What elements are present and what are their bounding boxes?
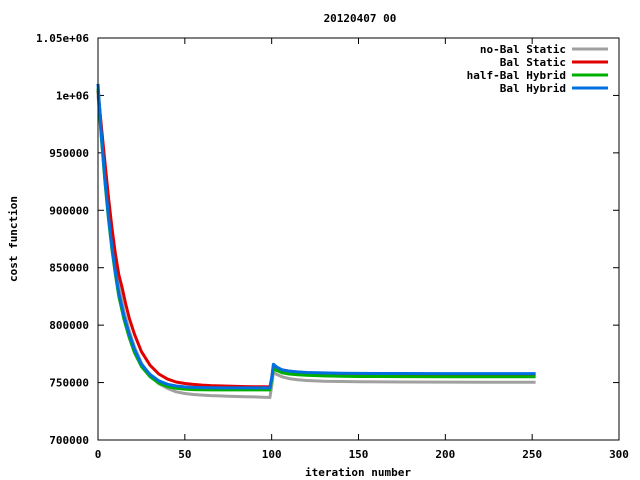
- y-tick-label: 900000: [49, 204, 89, 217]
- legend-label: half-Bal Hybrid: [467, 69, 566, 82]
- y-tick-label: 1.05e+06: [36, 32, 89, 45]
- y-tick-label: 850000: [49, 262, 89, 275]
- axis-tick-labels: 0 50 100 150 200 250 300 700000 750000 800000 8500…: [36, 32, 629, 461]
- y-tick-label: 700000: [49, 434, 89, 447]
- y-tick-label: 1e+06: [56, 89, 89, 102]
- legend-label: Bal Static: [500, 56, 566, 69]
- x-tick-label: 0: [95, 448, 102, 461]
- x-tick-label: 200: [435, 448, 455, 461]
- legend-label: no-Bal Static: [480, 43, 566, 56]
- y-tick-label: 950000: [49, 147, 89, 160]
- y-axis-label: cost function: [7, 196, 20, 282]
- x-axis-label: iteration number: [305, 466, 411, 479]
- x-tick-label: 150: [349, 448, 369, 461]
- chart-title: 20120407 00: [324, 12, 397, 25]
- series-lines: [96, 83, 536, 399]
- y-tick-label: 800000: [49, 319, 89, 332]
- y-tick-label: 750000: [49, 377, 89, 390]
- x-tick-label: 100: [262, 448, 282, 461]
- x-tick-label: 300: [609, 448, 629, 461]
- series-line-3: [96, 83, 536, 390]
- x-tick-label: 50: [178, 448, 191, 461]
- legend-label: Bal Hybrid: [500, 82, 566, 95]
- x-tick-label: 250: [522, 448, 542, 461]
- plot-frame: [97, 37, 620, 441]
